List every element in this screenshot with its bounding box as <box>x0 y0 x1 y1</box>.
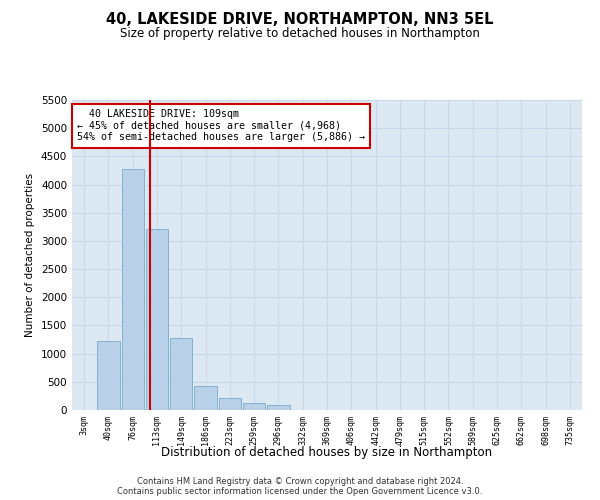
Text: Contains public sector information licensed under the Open Government Licence v3: Contains public sector information licen… <box>118 486 482 496</box>
Bar <box>146 228 168 410</box>
Bar <box>122 169 144 410</box>
Bar <box>194 386 217 410</box>
Bar <box>243 402 265 410</box>
Bar <box>170 338 193 410</box>
Text: Contains HM Land Registry data © Crown copyright and database right 2024.: Contains HM Land Registry data © Crown c… <box>137 476 463 486</box>
Text: 40, LAKESIDE DRIVE, NORTHAMPTON, NN3 5EL: 40, LAKESIDE DRIVE, NORTHAMPTON, NN3 5EL <box>106 12 494 28</box>
Y-axis label: Number of detached properties: Number of detached properties <box>25 173 35 337</box>
Bar <box>267 406 290 410</box>
Text: Distribution of detached houses by size in Northampton: Distribution of detached houses by size … <box>161 446 493 459</box>
Bar <box>97 340 119 410</box>
Bar <box>218 398 241 410</box>
Text: 40 LAKESIDE DRIVE: 109sqm  
← 45% of detached houses are smaller (4,968)
54% of : 40 LAKESIDE DRIVE: 109sqm ← 45% of detac… <box>77 110 365 142</box>
Text: Size of property relative to detached houses in Northampton: Size of property relative to detached ho… <box>120 28 480 40</box>
